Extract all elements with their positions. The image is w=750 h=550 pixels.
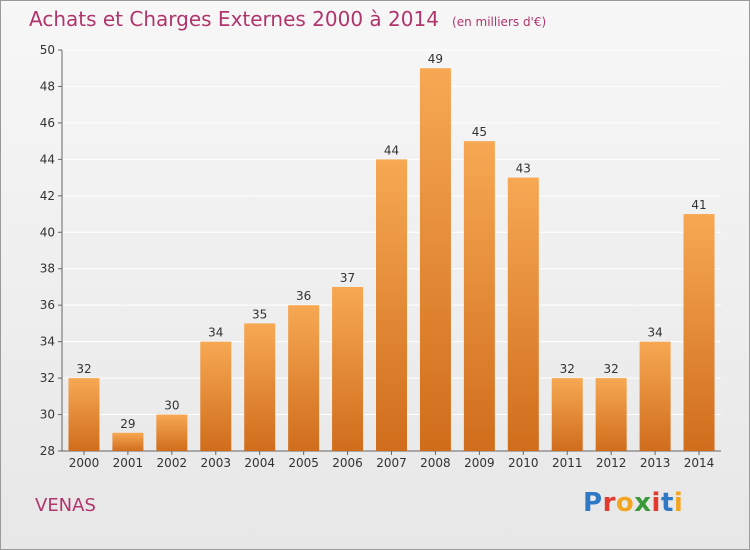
bar-2004 bbox=[244, 323, 276, 451]
chart-title-block: Achats et Charges Externes 2000 à 2014 (… bbox=[29, 7, 546, 31]
data-label: 45 bbox=[472, 125, 487, 139]
x-tick-label: 2001 bbox=[113, 456, 144, 470]
data-label: 29 bbox=[120, 417, 135, 431]
data-label: 43 bbox=[516, 162, 531, 176]
x-tick-label: 2003 bbox=[200, 456, 231, 470]
bar-2013 bbox=[639, 341, 671, 451]
bar-2011 bbox=[551, 378, 583, 451]
x-tick-label: 2005 bbox=[288, 456, 319, 470]
data-label: 30 bbox=[164, 399, 179, 413]
bar-2006 bbox=[332, 286, 364, 451]
bar-2000 bbox=[68, 378, 100, 451]
chart-title: Achats et Charges Externes 2000 à 2014 bbox=[29, 7, 439, 31]
logo-letter: i bbox=[673, 488, 684, 518]
bar-2007 bbox=[376, 159, 407, 451]
data-label: 49 bbox=[428, 52, 443, 66]
y-tick-label: 34 bbox=[40, 335, 55, 349]
proxiti-logo[interactable]: Proxiti bbox=[583, 488, 683, 518]
x-tick-label: 2011 bbox=[552, 456, 583, 470]
y-tick-label: 36 bbox=[40, 298, 55, 312]
x-tick-label: 2013 bbox=[640, 456, 671, 470]
bar-2002 bbox=[156, 414, 188, 451]
bar-2001 bbox=[112, 432, 144, 451]
data-label: 37 bbox=[340, 271, 355, 285]
bar-2008 bbox=[419, 68, 451, 452]
bar-2014 bbox=[683, 214, 715, 451]
bar-2010 bbox=[507, 177, 539, 451]
x-tick-label: 2002 bbox=[157, 456, 188, 470]
data-label: 34 bbox=[647, 326, 662, 340]
y-tick-label: 32 bbox=[40, 371, 55, 385]
data-label: 41 bbox=[691, 198, 706, 212]
x-tick-label: 2004 bbox=[244, 456, 275, 470]
y-tick-label: 42 bbox=[40, 189, 55, 203]
x-tick-label: 2006 bbox=[332, 456, 363, 470]
x-tick-label: 2008 bbox=[420, 456, 451, 470]
y-tick-label: 50 bbox=[40, 43, 55, 57]
data-label: 35 bbox=[252, 307, 267, 321]
bar-2005 bbox=[288, 305, 320, 451]
logo-letter: i bbox=[651, 488, 661, 518]
data-label: 32 bbox=[560, 362, 575, 376]
logo-letter: r bbox=[602, 488, 616, 518]
data-label: 34 bbox=[208, 326, 223, 340]
data-labels: 32 29 30 34 35 36 37 44 49 45 43 32 32 34 41 bbox=[76, 52, 706, 431]
bar-2003 bbox=[200, 341, 232, 451]
y-tick-label: 30 bbox=[40, 408, 55, 422]
logo-letter: t bbox=[660, 488, 674, 518]
y-tick-label: 44 bbox=[40, 152, 55, 166]
y-tick-label: 40 bbox=[40, 225, 55, 239]
y-tick-label: 38 bbox=[40, 262, 55, 276]
data-label: 32 bbox=[604, 362, 619, 376]
x-tick-label: 2009 bbox=[464, 456, 495, 470]
bars bbox=[68, 68, 715, 452]
data-label: 36 bbox=[296, 289, 311, 303]
data-label: 44 bbox=[384, 143, 399, 157]
logo-letter: P bbox=[583, 488, 603, 518]
data-label: 32 bbox=[76, 362, 91, 376]
x-tick-label: 2010 bbox=[508, 456, 539, 470]
x-tick-label: 2007 bbox=[376, 456, 407, 470]
logo-letter: o bbox=[615, 488, 635, 518]
bar-2009 bbox=[463, 141, 495, 452]
y-tick-label: 46 bbox=[40, 116, 55, 130]
x-tick-label: 2012 bbox=[596, 456, 627, 470]
y-tick-label: 28 bbox=[40, 444, 55, 458]
chart-subtitle: (en milliers d'€) bbox=[452, 15, 547, 29]
bar-2012 bbox=[595, 378, 627, 451]
place-name: VENAS bbox=[35, 495, 96, 516]
y-tick-label: 48 bbox=[40, 79, 55, 93]
x-tick-label: 2014 bbox=[684, 456, 715, 470]
x-tick-label: 2000 bbox=[69, 456, 100, 470]
logo-letter: x bbox=[634, 488, 652, 518]
